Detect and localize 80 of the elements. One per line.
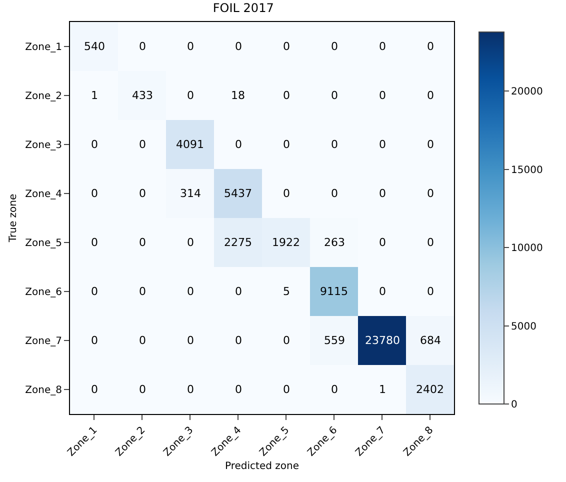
y-tick-label: Zone_1 xyxy=(25,42,62,53)
data-label: 0 xyxy=(139,187,146,200)
data-label: 559 xyxy=(324,334,345,347)
data-label: 0 xyxy=(139,334,146,347)
data-label: 0 xyxy=(235,285,242,298)
data-label: 2275 xyxy=(224,236,252,249)
data-label: 0 xyxy=(235,138,242,151)
data-label: 0 xyxy=(331,40,338,53)
data-label: 0 xyxy=(91,187,98,200)
data-label: 0 xyxy=(91,383,98,396)
data-label: 0 xyxy=(235,334,242,347)
y-tick-label: Zone_2 xyxy=(25,91,62,102)
data-label: 0 xyxy=(187,40,194,53)
data-label: 0 xyxy=(379,187,386,200)
data-label: 0 xyxy=(91,334,98,347)
y-tick-label: Zone_4 xyxy=(25,189,62,200)
data-label: 0 xyxy=(283,89,290,102)
color-bar-label: 10000 xyxy=(511,243,543,254)
data-label: 0 xyxy=(379,40,386,53)
data-label: 684 xyxy=(420,334,441,347)
data-label: 0 xyxy=(283,383,290,396)
data-label: 0 xyxy=(427,285,434,298)
data-label: 0 xyxy=(187,285,194,298)
data-label: 0 xyxy=(187,334,194,347)
data-label: 9115 xyxy=(320,285,348,298)
data-label: 0 xyxy=(139,383,146,396)
data-label: 0 xyxy=(139,236,146,249)
data-label: 0 xyxy=(427,236,434,249)
color-bar-label: 20000 xyxy=(511,86,543,98)
color-bar-label: 0 xyxy=(511,400,518,410)
data-label: 0 xyxy=(283,187,290,200)
data-label: 0 xyxy=(235,40,242,53)
y-axis-title: True zone xyxy=(8,194,20,244)
data-label: 0 xyxy=(91,138,98,151)
data-label: 0 xyxy=(331,138,338,151)
data-label: 0 xyxy=(427,89,434,102)
y-tick-label: Zone_8 xyxy=(25,385,62,396)
data-label: 0 xyxy=(379,285,386,298)
data-label: 0 xyxy=(379,236,386,249)
data-label: 0 xyxy=(379,138,386,151)
data-label: 0 xyxy=(427,40,434,53)
data-label: 0 xyxy=(139,285,146,298)
y-tick-label: Zone_5 xyxy=(25,238,62,249)
data-label: 0 xyxy=(91,236,98,249)
data-label: 0 xyxy=(331,383,338,396)
data-label: 0 xyxy=(91,285,98,298)
data-label: 0 xyxy=(331,89,338,102)
data-label: 0 xyxy=(235,383,242,396)
data-label: 0 xyxy=(331,187,338,200)
color-bar-label: 5000 xyxy=(511,321,536,332)
data-label: 0 xyxy=(427,187,434,200)
data-label: 23780 xyxy=(365,334,400,347)
data-label: 4091 xyxy=(176,138,204,151)
data-label: 0 xyxy=(283,138,290,151)
data-label: 0 xyxy=(283,334,290,347)
data-label: 0 xyxy=(283,40,290,53)
data-label: 2402 xyxy=(416,383,444,396)
data-label: 263 xyxy=(324,236,345,249)
y-tick-label: Zone_6 xyxy=(25,287,62,298)
data-label: 1 xyxy=(91,89,98,102)
data-label: 0 xyxy=(139,40,146,53)
data-label: 0 xyxy=(427,138,434,151)
data-label: 1922 xyxy=(272,236,300,249)
data-label: 540 xyxy=(84,40,105,53)
data-label: 0 xyxy=(187,236,194,249)
color-bar-label: 15000 xyxy=(511,164,543,176)
y-tick-label: Zone_3 xyxy=(25,140,62,151)
data-label: 0 xyxy=(187,89,194,102)
data-label: 18 xyxy=(231,89,245,102)
y-tick-label: Zone_7 xyxy=(25,336,62,347)
data-label: 0 xyxy=(139,138,146,151)
data-label: 314 xyxy=(180,187,201,200)
data-label: 433 xyxy=(132,89,153,102)
data-label: 0 xyxy=(379,89,386,102)
x-axis-title: Predicted zone xyxy=(225,461,299,472)
data-label: 1 xyxy=(379,383,386,396)
data-label: 0 xyxy=(187,383,194,396)
chart-title: FOIL 2017 xyxy=(212,0,274,15)
data-label: 5 xyxy=(283,285,290,298)
data-label: 5437 xyxy=(224,187,252,200)
